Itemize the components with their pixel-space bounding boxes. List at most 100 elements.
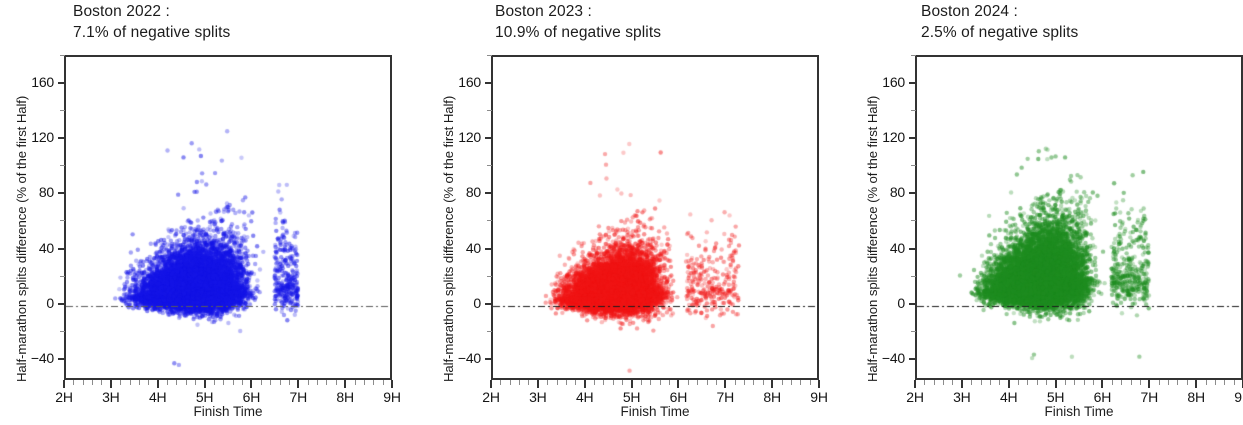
y-tick-mark (909, 192, 916, 195)
scatter-points-canvas (493, 57, 817, 378)
x-tick-label: 9H (810, 389, 828, 405)
x-minor-tick-mark (1064, 380, 1066, 385)
panel-title-line1: Boston 2024 : (921, 3, 1018, 20)
y-tick-label: −40 (30, 350, 54, 367)
x-minor-tick-mark (500, 380, 502, 385)
y-minor-tick-mark (911, 54, 916, 56)
x-tick-label: 3H (102, 389, 120, 405)
x-minor-tick-mark (650, 380, 652, 385)
y-tick-label: 120 (882, 128, 905, 145)
y-minor-tick-mark (487, 54, 492, 56)
y-tick-mark (58, 81, 65, 84)
x-tick-label: 8H (1187, 389, 1205, 405)
y-tick-mark (485, 358, 492, 361)
y-minor-tick-mark (60, 331, 65, 333)
y-tick-mark (58, 192, 65, 195)
x-minor-tick-mark (279, 380, 281, 385)
x-tick-label: 6H (669, 389, 688, 405)
x-tick-mark (1148, 380, 1151, 388)
x-tick-mark (1054, 380, 1057, 388)
x-minor-tick-mark (1093, 380, 1095, 385)
y-minor-tick-mark (60, 275, 65, 277)
x-tick-mark (109, 380, 112, 388)
y-minor-tick-mark (487, 220, 492, 222)
x-minor-tick-mark (1046, 380, 1048, 385)
panel-title-line1: Boston 2022 : (73, 3, 170, 20)
x-minor-tick-mark (565, 380, 567, 385)
x-minor-tick-mark (744, 380, 746, 385)
x-minor-tick-mark (317, 380, 319, 385)
x-tick-mark (297, 380, 300, 388)
x-minor-tick-mark (715, 380, 717, 385)
x-minor-tick-mark (242, 380, 244, 385)
x-tick-label: 8H (763, 389, 781, 405)
y-minor-tick-mark (487, 275, 492, 277)
y-tick-mark (909, 247, 916, 250)
x-tick-mark (677, 380, 680, 388)
y-tick-mark (909, 302, 916, 305)
y-minor-tick-mark (60, 109, 65, 111)
x-minor-tick-mark (260, 380, 262, 385)
y-tick-label: −40 (457, 350, 481, 367)
x-tick-mark (156, 380, 159, 388)
x-minor-tick-mark (659, 380, 661, 385)
plot-area (915, 55, 1243, 380)
x-minor-tick-mark (1121, 380, 1123, 385)
x-minor-tick-mark (575, 380, 577, 385)
y-minor-tick-mark (487, 165, 492, 167)
x-minor-tick-mark (1168, 380, 1170, 385)
x-minor-tick-mark (1233, 380, 1235, 385)
x-tick-mark (250, 380, 253, 388)
x-tick-label: 5H (622, 389, 641, 405)
x-minor-tick-mark (373, 380, 375, 385)
y-minor-tick-mark (487, 331, 492, 333)
x-minor-tick-mark (687, 380, 689, 385)
x-minor-tick-mark (1139, 380, 1141, 385)
y-tick-label: 120 (458, 128, 481, 145)
y-minor-tick-mark (60, 54, 65, 56)
x-tick-mark (63, 380, 65, 388)
y-minor-tick-mark (911, 165, 916, 167)
x-axis-label: Finish Time (193, 404, 263, 419)
x-tick-label: 6H (242, 389, 261, 405)
x-tick-label: 7H (289, 389, 308, 405)
x-tick-mark (344, 380, 347, 388)
y-tick-mark (58, 247, 65, 250)
x-tick-label: 4H (575, 389, 594, 405)
x-minor-tick-mark (1205, 380, 1207, 385)
x-axis-label: Finish Time (620, 404, 690, 419)
x-minor-tick-mark (989, 380, 991, 385)
x-minor-tick-mark (92, 380, 94, 385)
y-tick-mark (485, 247, 492, 250)
x-minor-tick-mark (556, 380, 558, 385)
x-minor-tick-mark (1027, 380, 1029, 385)
x-minor-tick-mark (223, 380, 225, 385)
x-minor-tick-mark (999, 380, 1001, 385)
x-minor-tick-mark (82, 380, 84, 385)
x-minor-tick-mark (753, 380, 755, 385)
x-minor-tick-mark (697, 380, 699, 385)
x-minor-tick-mark (809, 380, 811, 385)
y-minor-tick-mark (487, 109, 492, 111)
y-tick-label: 40 (38, 239, 54, 256)
x-minor-tick-mark (307, 380, 309, 385)
chart-panel-2024: Boston 2024 :2.5% of negative splits Half… (851, 0, 1243, 425)
y-tick-mark (485, 81, 492, 84)
x-minor-tick-mark (971, 380, 973, 385)
x-minor-tick-mark (924, 380, 926, 385)
x-tick-label: 9H (1234, 389, 1243, 405)
x-minor-tick-mark (354, 380, 356, 385)
x-tick-mark (724, 380, 727, 388)
x-minor-tick-mark (232, 380, 234, 385)
x-tick-mark (818, 380, 820, 388)
x-minor-tick-mark (622, 380, 624, 385)
x-tick-label: 4H (148, 389, 167, 405)
y-tick-mark (485, 192, 492, 195)
x-minor-tick-mark (706, 380, 708, 385)
x-tick-mark (960, 380, 963, 388)
x-minor-tick-mark (288, 380, 290, 385)
x-minor-tick-mark (1018, 380, 1020, 385)
x-minor-tick-mark (790, 380, 792, 385)
x-tick-mark (391, 380, 393, 388)
x-minor-tick-mark (1130, 380, 1132, 385)
